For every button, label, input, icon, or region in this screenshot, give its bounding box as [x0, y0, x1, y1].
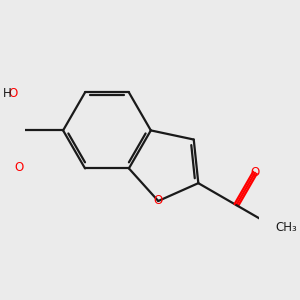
Text: O: O	[154, 194, 163, 208]
Text: H: H	[3, 87, 11, 100]
Text: O: O	[15, 161, 24, 174]
Text: O: O	[250, 166, 260, 179]
Text: O: O	[9, 87, 18, 100]
Text: CH₃: CH₃	[276, 221, 297, 234]
